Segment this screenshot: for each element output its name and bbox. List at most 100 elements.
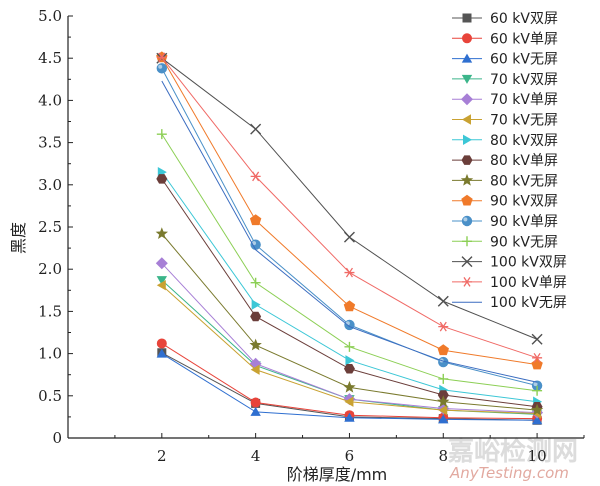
legend-item: 60 kV无屏 [452, 52, 558, 68]
legend-marker [461, 155, 473, 165]
y-tick-label: 3.0 [38, 176, 62, 194]
series-14 [161, 80, 538, 383]
data-point [156, 348, 168, 358]
watermark: 嘉峪检测网 AnyTesting.com [448, 436, 578, 482]
legend-label: 80 kV双屏 [490, 133, 558, 149]
legend-label: 60 kV无屏 [490, 52, 558, 68]
data-point [531, 380, 543, 391]
series-8 [155, 227, 544, 416]
y-tick-label: 0 [52, 429, 62, 447]
legend-label: 90 kV无屏 [490, 234, 558, 250]
data-point [250, 171, 261, 182]
data-point [249, 214, 262, 226]
series-line [161, 57, 538, 366]
data-point [250, 364, 260, 375]
y-tick-label: 5.0 [38, 7, 62, 25]
legend-label: 100 kV无屏 [490, 295, 567, 311]
y-tick-label: 0.5 [38, 387, 62, 405]
legend-label: 90 kV单屏 [490, 214, 558, 230]
data-point [156, 280, 166, 291]
data-point [343, 231, 355, 243]
plot-area [155, 51, 544, 425]
x-tick-label: 8 [438, 447, 448, 465]
data-point [156, 174, 168, 184]
watermark-en: AnyTesting.com [449, 464, 569, 482]
data-point [438, 373, 449, 384]
legend-marker [463, 134, 472, 145]
data-point [250, 123, 262, 135]
legend-item: 100 kV单屏 [452, 275, 567, 291]
x-tick-label: 10 [528, 447, 547, 465]
series-line [161, 133, 538, 392]
legend-marker [461, 53, 473, 63]
x-tick-label: 6 [345, 447, 355, 465]
data-point [344, 396, 354, 407]
x-tick-label: 4 [251, 447, 261, 465]
data-point [344, 412, 355, 422]
data-point [250, 239, 261, 250]
y-axis-title: 黑度 [9, 222, 28, 254]
legend-item: 60 kV双屏 [452, 11, 558, 27]
legend: 60 kV双屏 60 kV单屏 60 kV无屏 70 kV双屏 70 kV单屏 70 kV… [452, 11, 567, 311]
data-point [250, 397, 261, 408]
legend-label: 70 kV无屏 [490, 113, 558, 129]
legend-marker [462, 13, 472, 23]
data-point [344, 319, 355, 331]
data-point [531, 415, 543, 425]
data-point [438, 414, 449, 424]
data-point [156, 338, 167, 349]
legend-marker [462, 33, 472, 44]
legend-item: 60 kV单屏 [452, 31, 558, 47]
data-point [437, 390, 449, 400]
series-line [161, 57, 538, 340]
legend-item: 90 kV单屏 [452, 214, 558, 230]
y-tick-label: 1.0 [38, 345, 62, 363]
legend-item: 100 kV无屏 [452, 295, 567, 311]
data-point [156, 129, 167, 140]
series-7 [156, 174, 543, 412]
data-point [531, 333, 543, 345]
legend-label: 60 kV双屏 [490, 11, 558, 27]
legend-marker [461, 194, 473, 206]
data-point [343, 380, 356, 393]
legend-item: 90 kV无屏 [452, 234, 558, 250]
series-line [161, 57, 538, 359]
series-10 [156, 63, 543, 391]
series-line [161, 80, 538, 383]
legend-item: 70 kV双屏 [452, 72, 558, 88]
data-point [438, 321, 449, 332]
legend-label: 70 kV单屏 [490, 92, 558, 108]
series-13 [156, 52, 543, 363]
data-point [531, 358, 543, 370]
data-point [249, 338, 262, 351]
data-point [156, 276, 168, 286]
y-tick-label: 2.0 [38, 260, 62, 278]
legend-marker [462, 236, 472, 247]
data-point [532, 385, 543, 396]
data-point [343, 300, 356, 312]
legend-label: 100 kV单屏 [490, 275, 567, 291]
legend-item: 80 kV无屏 [452, 173, 558, 189]
legend-marker [462, 114, 471, 125]
data-point [156, 52, 167, 63]
y-tick-label: 1.5 [38, 302, 62, 320]
legend-marker [461, 93, 473, 106]
data-point [438, 404, 448, 416]
data-point [437, 295, 449, 307]
x-axis-title: 阶梯厚度/mm [287, 465, 388, 484]
legend-item: 70 kV单屏 [452, 92, 558, 108]
legend-item: 90 kV双屏 [452, 194, 558, 210]
data-point [437, 344, 449, 356]
series-line [161, 262, 538, 414]
data-point [532, 352, 543, 363]
data-point [345, 355, 355, 366]
legend-marker [461, 74, 473, 84]
legend-marker [462, 277, 472, 287]
series-11 [156, 129, 543, 396]
series-4 [155, 257, 544, 419]
legend-marker [461, 256, 473, 268]
legend-marker [461, 215, 473, 227]
legend-label: 80 kV无屏 [490, 173, 558, 189]
legend-item: 80 kV单屏 [452, 153, 558, 169]
